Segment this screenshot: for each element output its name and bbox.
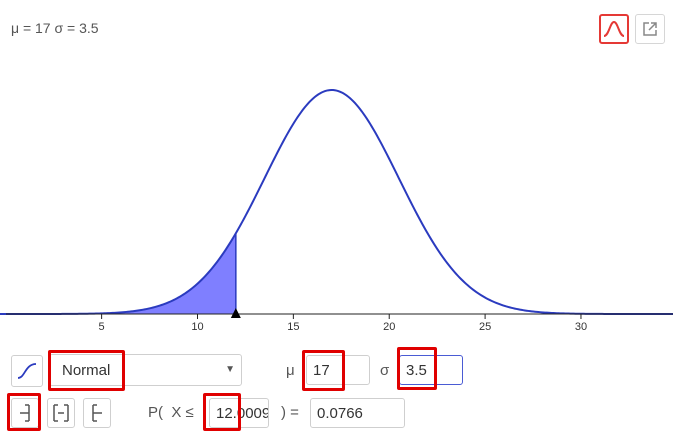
two-sided-button[interactable] bbox=[47, 398, 75, 428]
probability-result: 0.0766 bbox=[310, 398, 405, 428]
sigma-label: σ bbox=[380, 362, 390, 379]
equals-label: ) = bbox=[281, 404, 299, 421]
chevron-down-icon: ▼ bbox=[225, 364, 235, 375]
probability-shaded-area bbox=[0, 233, 236, 314]
x-axis-ticks: 5 10 15 20 25 30 bbox=[99, 314, 587, 333]
normal-curve-icon bbox=[603, 21, 625, 37]
probability-prefix: P( X ≤ bbox=[148, 404, 194, 421]
distribution-view-button[interactable] bbox=[599, 14, 629, 44]
two-sided-interval-icon bbox=[53, 404, 69, 422]
cdf-toggle-button[interactable] bbox=[11, 355, 43, 387]
x-tick-label: 20 bbox=[383, 321, 395, 333]
cdf-toggle-icon bbox=[17, 363, 37, 379]
x-tick-label: 25 bbox=[479, 321, 491, 333]
mu-label: μ bbox=[286, 362, 295, 379]
params-summary: μ = 17 σ = 3.5 bbox=[11, 20, 99, 36]
density-curve bbox=[0, 88, 673, 315]
mu-input[interactable]: 17 bbox=[306, 355, 370, 385]
distribution-chart: 5 10 15 20 25 30 bbox=[0, 88, 673, 333]
export-icon bbox=[643, 22, 657, 36]
x-value-marker[interactable] bbox=[230, 308, 241, 318]
left-sided-interval-icon bbox=[20, 404, 30, 422]
sigma-input[interactable]: 3.5 bbox=[399, 355, 463, 385]
x-tick-label: 15 bbox=[287, 321, 299, 333]
x-tick-label: 30 bbox=[575, 321, 587, 333]
distribution-select-value: Normal bbox=[62, 361, 111, 379]
right-sided-interval-icon bbox=[92, 404, 102, 422]
right-sided-button[interactable] bbox=[83, 398, 111, 428]
left-sided-button[interactable] bbox=[11, 398, 39, 428]
export-button[interactable] bbox=[635, 14, 665, 44]
distribution-select[interactable]: Normal ▼ bbox=[49, 354, 242, 386]
x-tick-label: 10 bbox=[191, 321, 203, 333]
x-tick-label: 5 bbox=[99, 321, 105, 333]
x-value-input[interactable]: 12.0009 bbox=[209, 398, 269, 428]
